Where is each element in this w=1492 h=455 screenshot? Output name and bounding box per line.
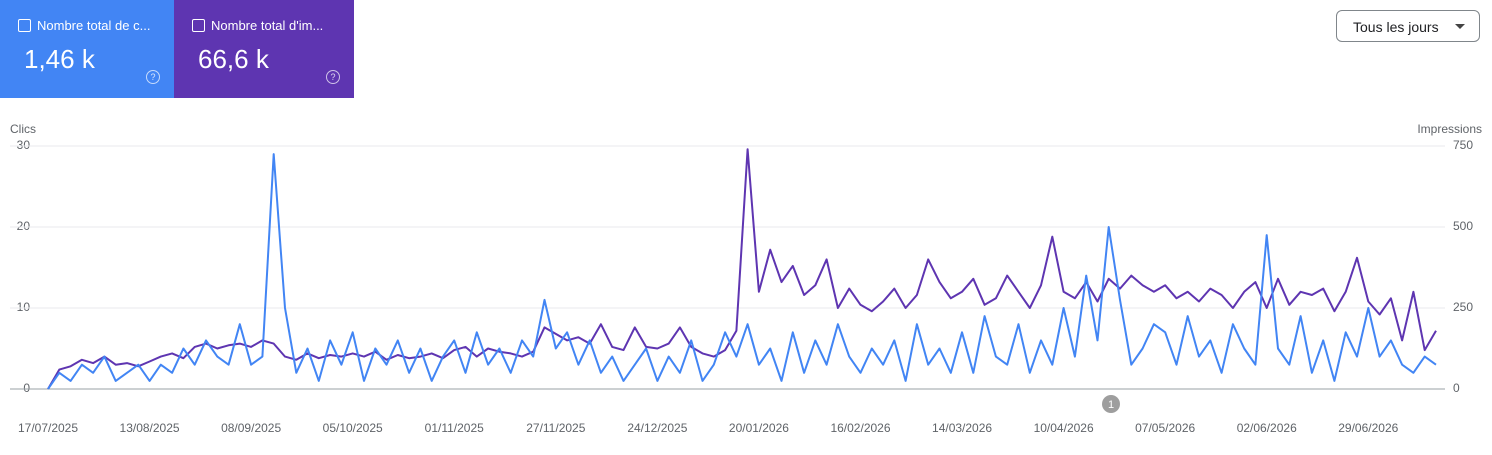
x-tick-label: 02/06/2026 — [1237, 421, 1297, 435]
metric-value: 66,6 k — [198, 44, 269, 74]
x-tick-label: 17/07/2025 — [18, 421, 78, 435]
x-tick-label: 05/10/2025 — [323, 421, 383, 435]
series-line — [47, 153, 1437, 390]
checkbox[interactable] — [192, 19, 205, 32]
help-icon[interactable]: ? — [146, 70, 160, 84]
x-tick-label: 27/11/2025 — [526, 421, 585, 435]
annotation-marker: 1 — [1102, 395, 1120, 413]
x-tick-label: 20/01/2026 — [729, 421, 789, 435]
dropdown-label: Tous les jours — [1353, 19, 1439, 35]
x-tick-label: 08/09/2025 — [221, 421, 281, 435]
metric-card[interactable]: Nombre total d'im... 66,6 k ? — [174, 0, 354, 98]
metric-title: Nombre total d'im... — [211, 18, 324, 33]
y2-tick-label: 750 — [1453, 138, 1473, 152]
x-tick-label: 01/11/2025 — [425, 421, 484, 435]
annotation-circle — [1102, 395, 1120, 413]
series-line — [47, 148, 1437, 390]
y-axis-title: Clics — [10, 122, 36, 136]
y2-tick-label: 250 — [1453, 300, 1473, 314]
metric-card[interactable]: Nombre total de c... 1,46 k ? — [0, 0, 174, 98]
x-tick-label: 10/04/2026 — [1034, 421, 1094, 435]
metric-title: Nombre total de c... — [37, 18, 151, 33]
help-icon[interactable]: ? — [326, 70, 340, 84]
x-tick-label: 13/08/2025 — [120, 421, 180, 435]
chart: Clics Impressions 0 10 20 30 0 250 500 750 17/07… — [10, 122, 1482, 435]
x-tick-label: 07/05/2026 — [1135, 421, 1195, 435]
x-tick-label: 24/12/2025 — [627, 421, 687, 435]
annotation-label: 1 — [1108, 399, 1114, 411]
x-tick-label: 14/03/2026 — [932, 421, 992, 435]
y2-axis-title: Impressions — [1417, 122, 1482, 136]
x-tick-label: 29/06/2026 — [1338, 421, 1398, 435]
checkbox[interactable] — [18, 19, 31, 32]
y-tick-label: 20 — [17, 219, 31, 233]
y-tick-label: 30 — [17, 138, 31, 152]
date-dropdown[interactable]: Tous les jours — [1336, 10, 1480, 42]
y-tick-label: 0 — [23, 381, 30, 395]
y-tick-label: 10 — [17, 300, 31, 314]
metric-value: 1,46 k — [24, 44, 95, 74]
dropdown-arrow — [1455, 24, 1465, 29]
y2-tick-label: 500 — [1453, 219, 1473, 233]
y2-tick-label: 0 — [1453, 381, 1460, 395]
x-tick-label: 16/02/2026 — [830, 421, 890, 435]
